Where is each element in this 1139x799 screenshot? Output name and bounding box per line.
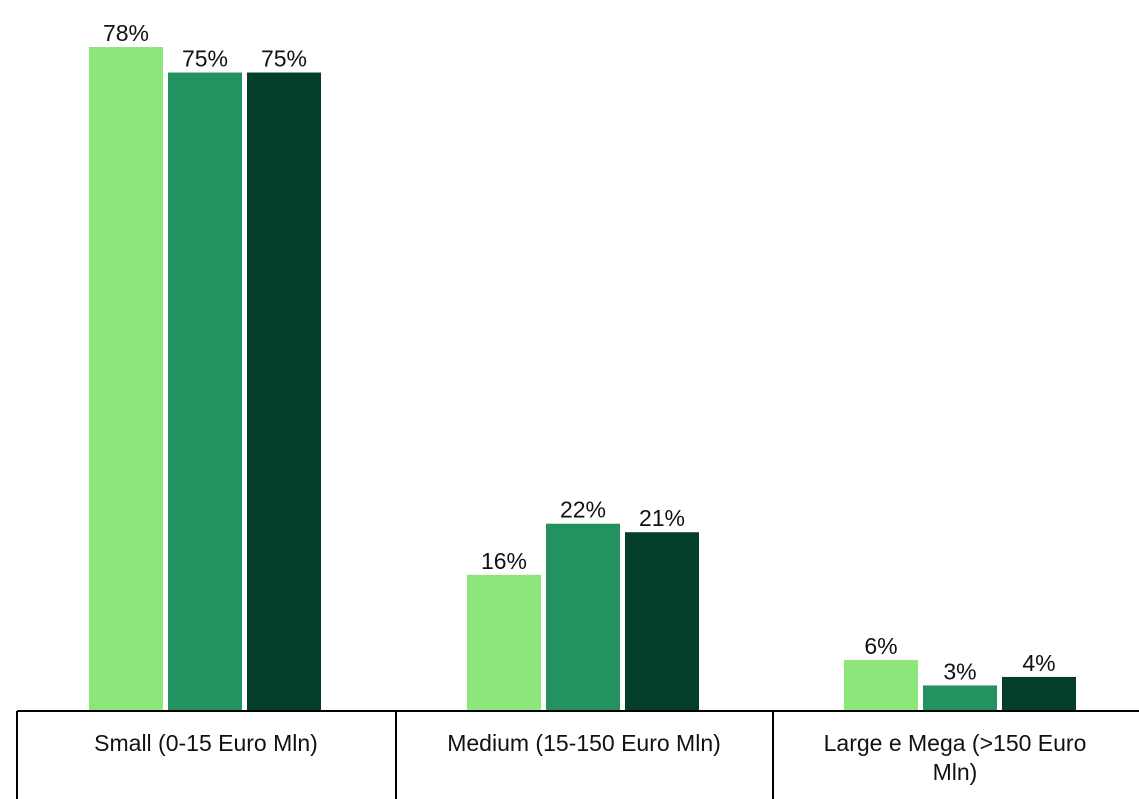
bar-series1-cat3	[844, 659, 918, 711]
x-axis	[16, 710, 1139, 799]
category-label-2-line-1: Medium (15-150 Euro Mln)	[447, 730, 721, 756]
value-label-series1-cat3: 6%	[864, 633, 897, 659]
category-label-1: Small (0-15 Euro Mln)	[94, 730, 318, 756]
category-label-2: Medium (15-150 Euro Mln)	[447, 730, 721, 756]
value-label-series1-cat2: 16%	[481, 548, 527, 574]
category-labels-group: Small (0-15 Euro Mln) Medium (15-150 Euro…	[94, 730, 1086, 785]
value-label-series2-cat2: 22%	[560, 497, 606, 523]
value-label-series3-cat3: 4%	[1022, 650, 1055, 676]
value-label-series3-cat2: 21%	[639, 505, 685, 531]
bar-series3-cat2	[625, 532, 699, 711]
value-labels-group: 78% 16% 6% 75% 22% 3% 75% 21% 4%	[103, 20, 1056, 684]
value-label-series2-cat1: 75%	[182, 46, 228, 72]
bar-series3-cat1	[247, 72, 321, 712]
bar-series3-cat3	[1002, 676, 1076, 711]
bar-series1-cat2	[467, 574, 541, 711]
category-label-3-line-1: Large e Mega (>150 Euro	[824, 730, 1087, 756]
bar-series2-cat2	[546, 523, 620, 711]
category-label-1-line-1: Small (0-15 Euro Mln)	[94, 730, 318, 756]
bar-series1-cat1	[89, 47, 163, 711]
value-label-series2-cat3: 3%	[943, 658, 976, 684]
category-label-3-line-2: Mln)	[933, 759, 978, 785]
bars-group	[89, 47, 1076, 712]
bar-series2-cat1	[168, 72, 242, 712]
bar-series2-cat3	[923, 685, 997, 711]
value-label-series1-cat1: 78%	[103, 20, 149, 46]
value-label-series3-cat1: 75%	[261, 46, 307, 72]
category-label-3: Large e Mega (>150 Euro Mln)	[824, 730, 1087, 785]
